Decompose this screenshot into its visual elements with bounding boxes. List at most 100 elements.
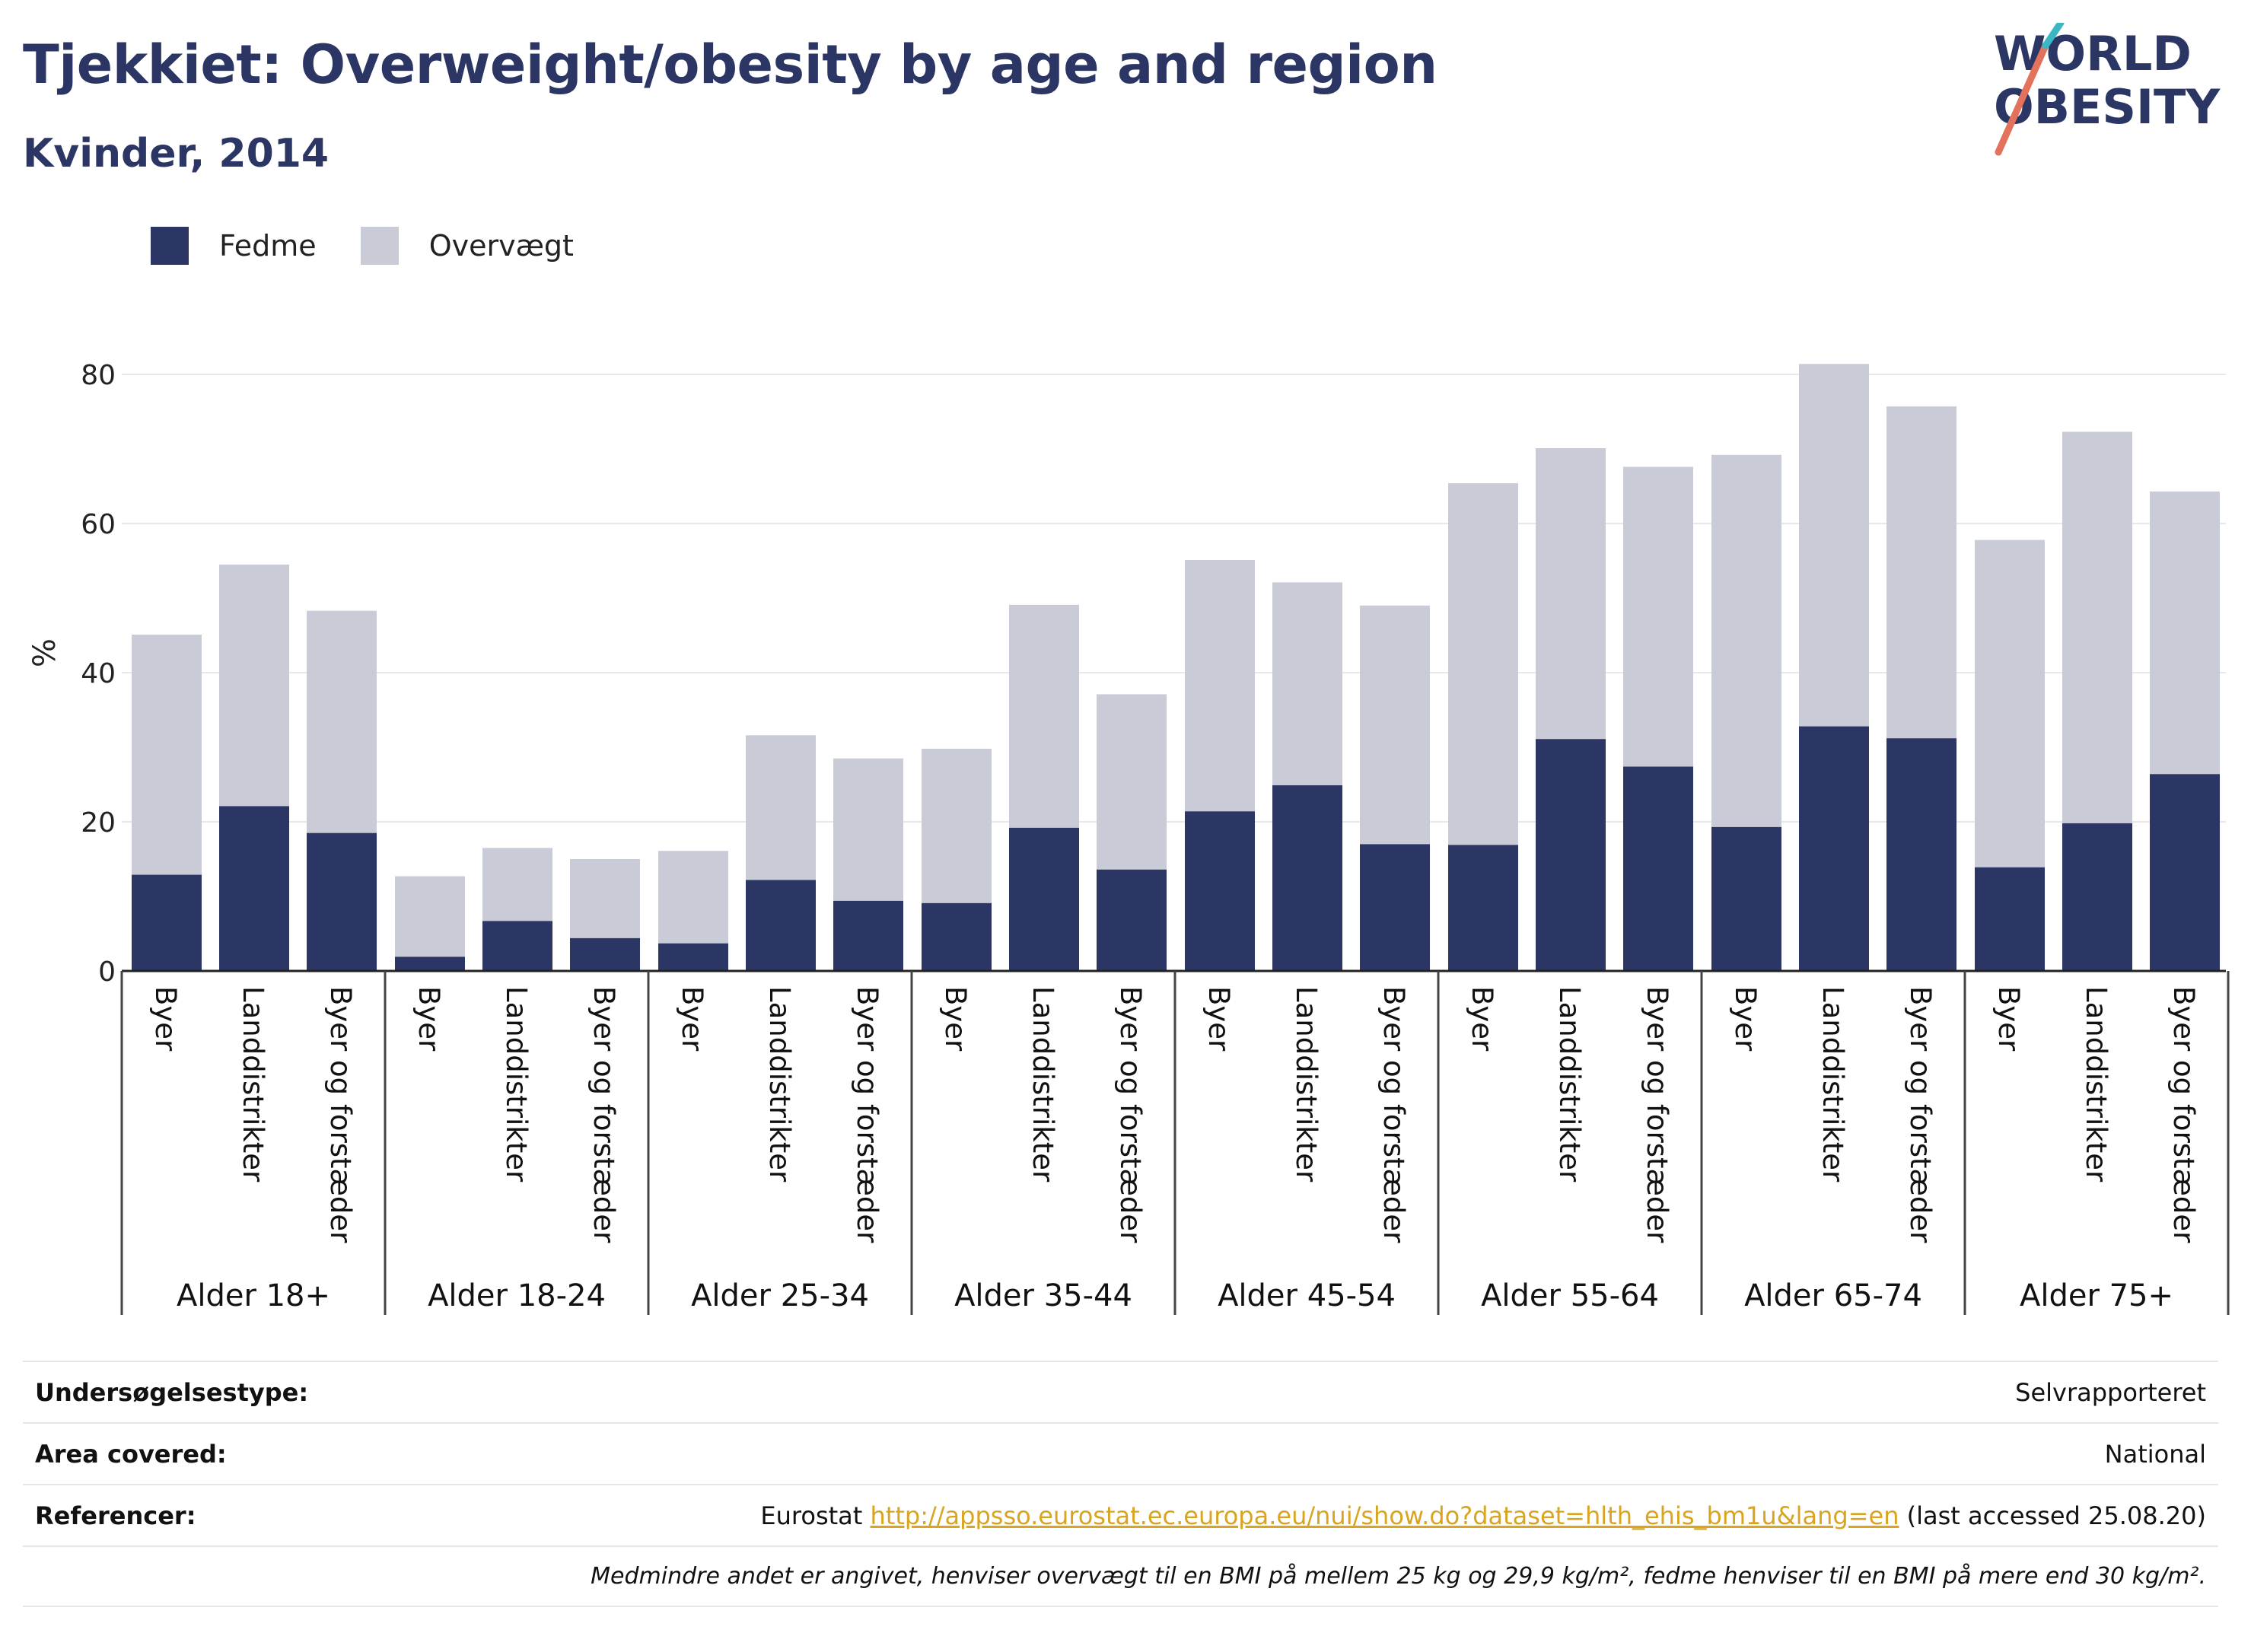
x-group-label: Alder 55-64 [1481,1278,1659,1313]
bar-overvaegt [570,859,640,938]
logo-text-line1: WORLD [1994,26,2192,81]
x-sub-label: Byer [676,986,708,1052]
bar-fedme [570,937,640,971]
legend-swatch-fedme [151,227,189,265]
bar-fedme [2150,774,2220,971]
bar-overvaegt [2150,491,2220,775]
stacked-bar-chart: 0 20 40 60 80% Byer Landdistrikter Byer og fors… [27,360,2230,1315]
bar-fedme [833,900,903,971]
bar-fedme [219,806,289,971]
bar-fedme [1799,726,1869,971]
legend-label-fedme: Fedme [219,229,317,263]
bar-overvaegt [746,735,816,880]
definition-note: Medmindre andet er angivet, henviser ove… [591,1563,2206,1590]
y-axis-label: % [27,638,62,667]
legend-item-fedme[interactable]: Fedme [151,227,317,265]
bar-fedme [658,943,728,971]
x-sub-label: Landdistrikter [1553,986,1586,1183]
x-sub-label: Landdistrikter [1027,986,1059,1183]
bar-overvaegt [307,610,377,833]
y-tick-label: 60 [81,509,116,540]
bar-overvaegt [1886,406,1956,739]
x-sub-label: Byer og forstæder [587,986,620,1243]
y-tick-label: 40 [81,658,116,689]
bar-overvaegt [1799,364,1869,727]
area-value: National [2104,1439,2206,1469]
bar-fedme [1536,739,1606,971]
bar-overvaegt [2062,431,2132,823]
bar-overvaegt [1975,540,2045,867]
bar-overvaegt [1536,448,1606,740]
bar-overvaegt [1097,694,1167,870]
y-tick-label: 0 [98,957,116,988]
info-row-area: Area covered: National [23,1422,2218,1484]
bar-fedme [1185,811,1255,971]
bar-overvaegt [658,851,728,944]
bar-fedme [1272,785,1342,971]
bar-overvaegt [1185,560,1255,812]
x-group-label: Alder 18-24 [428,1278,606,1313]
bar-fedme [922,902,992,971]
references-value: Eurostat http://appsso.eurostat.ec.europ… [760,1501,2206,1530]
chart-legend: Fedme Overvægt [151,225,618,266]
x-group-label: Alder 65-74 [1744,1278,1922,1313]
bar-fedme [746,880,816,971]
bar-fedme [1623,766,1693,971]
info-row-survey-type: Undersøgelsestype: Selvrapporteret [23,1361,2218,1422]
x-sub-label: Byer [1992,986,2025,1052]
logo-slash-coral [1995,42,2049,156]
bar-fedme [1711,826,1781,971]
x-sub-label: Byer og forstæder [324,986,357,1243]
y-tick-label: 20 [81,807,116,839]
legend-label-overvaegt: Overvægt [428,229,574,263]
bar-fedme [2062,823,2132,971]
bar-fedme [1360,844,1430,971]
bar-overvaegt [1009,604,1079,828]
x-sub-label: Byer [149,986,182,1052]
survey-type-label: Undersøgelsestype: [35,1377,309,1407]
references-suffix: (last accessed 25.08.20) [1906,1501,2206,1530]
x-sub-label: Byer [412,986,445,1052]
legend-swatch-overvaegt [360,227,399,265]
x-sub-label: Landdistrikter [1816,986,1849,1183]
x-sub-label: Byer og forstæder [1904,986,1937,1243]
x-sub-label: Landdistrikter [763,986,796,1183]
bar-fedme [1448,845,1518,971]
x-sub-label: Byer [1202,986,1235,1052]
x-group-label: Alder 35-44 [954,1278,1132,1313]
bar-overvaegt [1623,466,1693,767]
bar-fedme [395,957,465,971]
x-group-label: Alder 18+ [177,1278,330,1313]
bar-overvaegt [1448,483,1518,845]
bar-overvaegt [833,758,903,901]
info-row-note: Medmindre andet er angivet, henviser ove… [23,1545,2218,1607]
logo-slash-teal [2042,23,2065,49]
x-sub-label: Byer og forstæder [851,986,884,1243]
x-sub-label: Byer og forstæder [1377,986,1410,1243]
references-link[interactable]: http://appsso.eurostat.ec.europa.eu/nui/… [870,1501,1899,1530]
references-prefix: Eurostat [760,1501,863,1530]
y-tick-label: 80 [81,360,116,391]
x-sub-label: Landdistrikter [2080,986,2113,1183]
bar-overvaegt [132,635,202,875]
x-group-label: Alder 25-34 [691,1278,869,1313]
bar-fedme [1009,827,1079,971]
bar-overvaegt [395,876,465,957]
x-sub-label: Byer [939,986,972,1052]
info-row-references: Referencer: Eurostat http://appsso.euros… [23,1484,2218,1545]
x-sub-label: Byer og forstæder [1114,986,1147,1243]
x-sub-label: Byer og forstæder [2167,986,2200,1243]
bar-overvaegt [922,748,992,903]
area-label: Area covered: [35,1439,227,1469]
legend-item-overvaegt[interactable]: Overvægt [360,227,574,265]
x-sub-label: Byer [1729,986,1762,1052]
info-table: Undersøgelsestype: Selvrapporteret Area … [23,1361,2218,1607]
bar-overvaegt [1360,605,1430,845]
bar-fedme [482,921,552,971]
x-sub-label: Landdistrikter [1290,986,1323,1183]
references-label: Referencer: [35,1501,196,1530]
bar-overvaegt [1272,582,1342,785]
bar-fedme [1975,867,2045,971]
chart-subtitle: Kvinder, 2014 [23,131,330,177]
bar-fedme [307,832,377,971]
